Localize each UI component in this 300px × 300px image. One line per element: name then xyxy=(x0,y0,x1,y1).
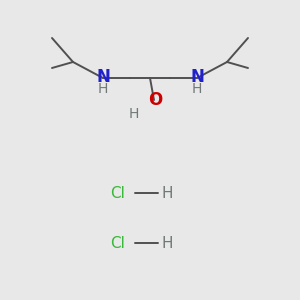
Text: N: N xyxy=(96,68,110,86)
Text: O: O xyxy=(148,91,162,109)
Text: Cl: Cl xyxy=(111,185,125,200)
Text: H: H xyxy=(98,82,108,96)
Text: H: H xyxy=(192,82,202,96)
Text: H: H xyxy=(161,185,173,200)
Text: H: H xyxy=(129,107,139,121)
Text: H: H xyxy=(161,236,173,250)
Text: Cl: Cl xyxy=(111,236,125,250)
Text: N: N xyxy=(190,68,204,86)
